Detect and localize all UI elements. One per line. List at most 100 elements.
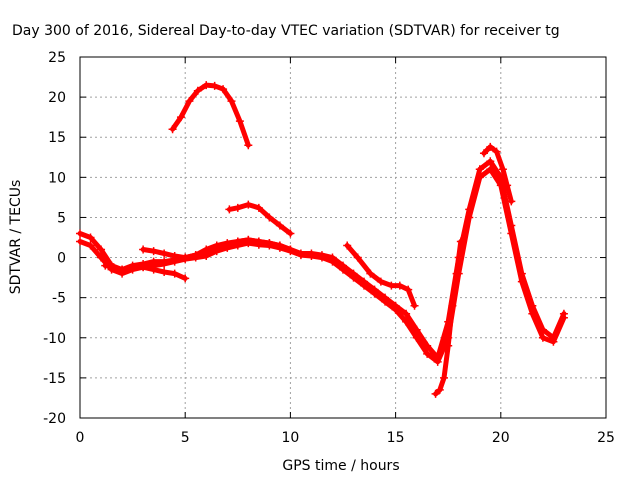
grid [80,57,606,418]
data-point [170,269,179,278]
data-point [265,239,274,248]
data-point [343,241,352,250]
series-arc-mid [225,200,295,238]
data-point [448,301,457,310]
x-tick-label: 20 [492,430,510,446]
data-point [160,267,169,276]
y-tick-label: -5 [52,291,66,307]
data-point [549,337,558,346]
y-tick-label: 0 [57,251,66,267]
data-point [97,253,106,262]
data-point [244,200,253,209]
data-point [97,245,106,254]
data-point [244,141,253,150]
data-point [225,205,234,214]
data-point [423,349,432,358]
data-point [86,233,95,242]
data-point [254,203,263,212]
data-point [444,341,453,350]
series-arc-peak-20 [479,142,516,206]
data-point [475,173,484,182]
data-point [452,269,461,278]
x-tick-label: 0 [76,430,85,446]
plot-border [79,56,607,419]
data-point [402,317,411,326]
data-point [185,97,194,106]
x-ticks: 0 5 10 15 20 25 [76,57,615,446]
y-tick-label: -10 [43,331,66,347]
x-tick-label: 10 [281,430,299,446]
data-point [265,213,274,222]
data-point [109,263,118,272]
data-point [275,221,284,230]
data-point [176,113,185,122]
data-point [202,245,211,254]
data-point [528,309,537,318]
data-point [360,281,369,290]
series-arc-low-1 [101,261,190,283]
y-tick-label: 20 [48,90,66,106]
data-point [76,237,84,246]
data-point [431,389,440,398]
data-point [223,239,232,248]
series-arc-low-2 [139,235,295,262]
y-tick-label: -15 [43,371,66,387]
data-point [339,265,347,274]
data-point [181,253,190,262]
data-point [486,165,495,174]
data-point [202,81,211,90]
series-arc-main-b [76,165,568,366]
chart-title: Day 300 of 2016, Sidereal Day-to-day VTE… [12,23,560,39]
data-point [353,253,362,262]
data-point [517,277,526,286]
data-point [376,277,385,286]
data-point [381,297,390,306]
data-point [402,309,411,318]
data-point [191,251,200,260]
plot-frame [79,56,607,419]
data-point [465,213,474,222]
data-point [210,81,219,90]
data-point [128,263,137,272]
data-point [193,86,202,95]
data-point [160,249,169,258]
data-point [101,261,110,270]
data-point [412,333,421,342]
y-ticks: -20 -15 -10 -5 0 5 10 15 20 25 [43,50,606,427]
series-arc-bump-14 [343,241,419,310]
x-tick-label: 15 [387,430,405,446]
data-point [507,197,516,206]
data-point [76,229,84,238]
data-point [219,85,228,94]
data-point [456,237,465,246]
x-axis-label: GPS time / hours [282,458,399,474]
data-point [404,285,413,294]
series-line [170,82,251,148]
data-point [349,273,358,282]
data-point [233,237,242,246]
y-tick-label: 5 [57,210,66,226]
data-point [435,385,444,394]
data-point [433,357,442,366]
data-point [538,333,547,342]
data-point [492,147,501,156]
data-point [181,274,190,283]
data-point [366,269,375,278]
data-point [160,259,169,268]
y-tick-label: 10 [48,170,66,186]
data-point [410,301,419,310]
data-point [244,235,253,244]
data-point [235,117,244,126]
data-point [296,251,305,260]
data-point [559,313,568,322]
data-point [254,237,263,246]
y-tick-label: 15 [48,130,66,146]
data-point [286,245,295,254]
data-point [233,203,242,212]
data-point [149,265,158,274]
data-point [391,305,400,314]
data-point [479,149,488,158]
data-point [139,263,148,272]
data-point [486,157,495,166]
